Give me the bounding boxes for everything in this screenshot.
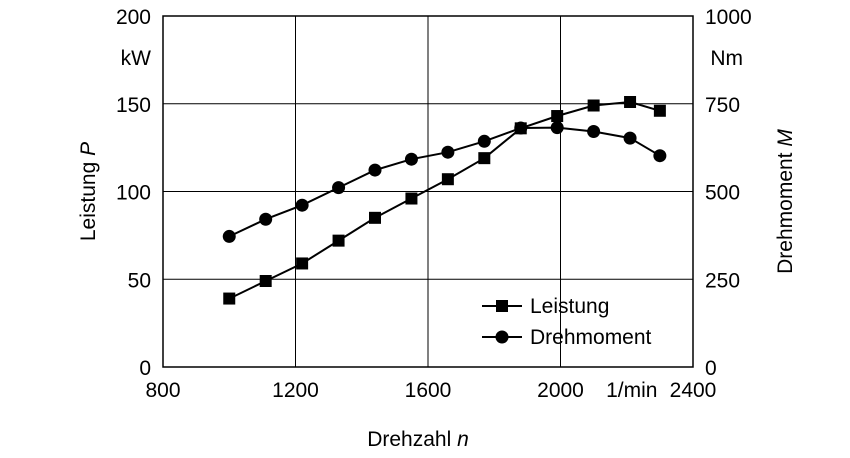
drehmoment-point [222, 229, 236, 243]
y-right-axis-label-text: Drehmoment [774, 147, 797, 274]
y-right-tick-label: 1000 [705, 6, 752, 29]
drehmoment-point [550, 121, 564, 135]
x-tick-label: 2000 [537, 379, 584, 402]
x-tick-label: 2400 [670, 379, 717, 402]
leistung-point [441, 173, 454, 186]
leistung-point [223, 292, 236, 305]
y-left-axis-symbol: P [77, 142, 100, 156]
leistung-point [653, 104, 666, 117]
y-left-tick-label: 200 [116, 6, 151, 29]
x-tick-label: 1200 [272, 379, 319, 402]
leistung-point [369, 211, 381, 224]
drehmoment-point [295, 198, 309, 212]
y-left-axis-label-text: Leistung [77, 156, 100, 241]
leistung-point [296, 257, 309, 270]
x-tick-label: 800 [145, 379, 180, 402]
series-layer [222, 95, 667, 305]
x-axis-label-text: Drehzahl [367, 428, 457, 451]
y-right-tick-label: 500 [705, 182, 740, 205]
y-right-tick-label: 250 [705, 269, 740, 292]
y-left-tick-label: 50 [128, 269, 151, 292]
legend-label-leistung: Leistung [530, 295, 609, 318]
drehmoment-point [259, 212, 273, 226]
y-right-tick-label: 750 [705, 94, 740, 117]
y-left-unit: kW [121, 47, 152, 70]
y-left-axis-label: Leistung P [77, 142, 100, 241]
y-right-tick-label: 0 [705, 357, 717, 380]
leistung-point [551, 110, 564, 123]
x-unit: 1/min [606, 379, 657, 402]
drehmoment-point [514, 121, 528, 135]
drehmoment-point [587, 124, 601, 138]
drehmoment-point [623, 131, 637, 145]
x-axis-symbol: n [457, 428, 469, 451]
y-right-axis-label: Drehmoment M [774, 129, 797, 274]
legend-marker-leistung [496, 300, 508, 312]
drehmoment-point [332, 181, 346, 195]
drehmoment-point [441, 145, 455, 159]
leistung-point [405, 192, 418, 205]
y-right-unit: Nm [710, 47, 743, 70]
y-left-tick-label: 0 [139, 357, 151, 380]
plot-frame [162, 15, 694, 368]
y-left-tick-label: 150 [116, 94, 151, 117]
series-drehmoment [222, 121, 667, 243]
leistung-point [478, 152, 491, 165]
y-right-axis-symbol: M [774, 129, 797, 147]
legend-label-drehmoment: Drehmoment [530, 326, 652, 349]
leistung-point [259, 275, 272, 288]
x-axis-label: Drehzahl n [367, 428, 469, 451]
leistung-point [332, 234, 345, 247]
series-leistung [223, 95, 666, 305]
y-left-tick-label: 100 [116, 182, 151, 205]
leistung-point [587, 99, 600, 112]
legend-marker-drehmoment [495, 330, 509, 344]
x-tick-label: 1600 [405, 379, 452, 402]
drehmoment-point [368, 163, 382, 177]
grid [162, 15, 694, 368]
leistung-point [624, 95, 637, 108]
drehmoment-point [653, 149, 667, 163]
drehmoment-point [477, 134, 491, 148]
drehmoment-point [404, 152, 418, 166]
legend: Leistung Drehmoment [482, 295, 652, 349]
